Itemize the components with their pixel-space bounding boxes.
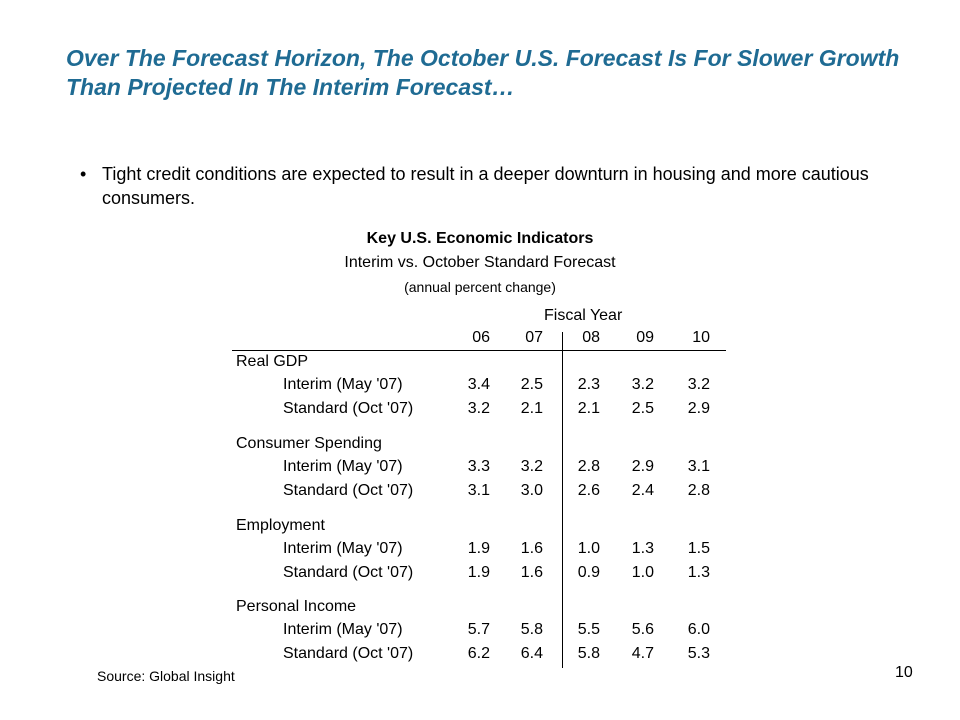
row-label: Standard (Oct '07) — [283, 400, 414, 417]
row-label: Interim (May '07) — [283, 376, 403, 393]
table-cell: 3.1 — [687, 458, 710, 475]
table-cell: 2.8 — [577, 458, 600, 475]
table-cell: 1.9 — [467, 564, 490, 581]
table-cell: 0.9 — [577, 564, 600, 581]
table-cell: 2.1 — [520, 400, 543, 417]
table-cell: 1.9 — [467, 540, 490, 557]
row-label: Interim (May '07) — [283, 621, 403, 638]
table-cell: 3.1 — [467, 482, 490, 499]
table-cell: 2.9 — [687, 400, 710, 417]
table-cell: 5.6 — [631, 621, 654, 638]
table-cell: 5.5 — [577, 621, 600, 638]
group-label: Real GDP — [236, 353, 309, 370]
table-cell: 6.2 — [467, 645, 490, 662]
table-cell: 5.8 — [577, 645, 600, 662]
forecast-divider — [562, 332, 563, 668]
row-label: Standard (Oct '07) — [283, 482, 414, 499]
table-cell: 1.0 — [577, 540, 600, 557]
table-cell: 3.2 — [631, 376, 654, 393]
row-label: Interim (May '07) — [283, 540, 403, 557]
row-label: Interim (May '07) — [283, 458, 403, 475]
page-number: 10 — [895, 664, 913, 681]
table-cell: 4.7 — [631, 645, 654, 662]
table-cell: 5.3 — [687, 645, 710, 662]
table-cell: 2.9 — [631, 458, 654, 475]
column-header: 07 — [525, 329, 543, 346]
table-cell: 1.6 — [520, 564, 543, 581]
table-cell: 2.5 — [520, 376, 543, 393]
group-label: Personal Income — [236, 598, 357, 615]
table-cell: 5.8 — [520, 621, 543, 638]
table-cell: 3.2 — [467, 400, 490, 417]
fiscal-year-label: Fiscal Year — [544, 307, 623, 324]
column-header: 10 — [692, 329, 710, 346]
table-cell: 3.3 — [467, 458, 490, 475]
header-rule — [232, 350, 726, 351]
bullet-marker: • — [80, 164, 87, 184]
column-header: 08 — [582, 329, 600, 346]
table-cell: 2.4 — [631, 482, 654, 499]
source-note: Source: Global Insight — [97, 668, 235, 684]
table-cell: 6.0 — [687, 621, 710, 638]
table-cell: 5.7 — [467, 621, 490, 638]
table-subtitle: Interim vs. October Standard Forecast — [344, 254, 616, 271]
row-label: Standard (Oct '07) — [283, 645, 414, 662]
slide-title: Over The Forecast Horizon, The October U… — [66, 45, 900, 100]
table-title: Key U.S. Economic Indicators — [366, 230, 594, 247]
table-cell: 3.0 — [520, 482, 543, 499]
table-cell: 2.1 — [577, 400, 600, 417]
row-label: Standard (Oct '07) — [283, 564, 414, 581]
table-cell: 1.5 — [687, 540, 710, 557]
table-cell: 2.6 — [577, 482, 600, 499]
table-cell: 1.0 — [631, 564, 654, 581]
table-cell: 3.2 — [687, 376, 710, 393]
table-cell: 6.4 — [520, 645, 543, 662]
group-label: Employment — [236, 517, 325, 534]
table-cell: 1.3 — [631, 540, 654, 557]
table-cell: 2.3 — [577, 376, 600, 393]
table-cell: 2.8 — [687, 482, 710, 499]
table-cell: 3.2 — [520, 458, 543, 475]
group-label: Consumer Spending — [236, 435, 382, 452]
table-cell: 2.5 — [631, 400, 654, 417]
table-cell: 3.4 — [467, 376, 490, 393]
table-cell: 1.6 — [520, 540, 543, 557]
table-cell: 1.3 — [687, 564, 710, 581]
column-header: 09 — [636, 329, 654, 346]
bullet-text: Tight credit conditions are expected to … — [102, 164, 869, 208]
column-header: 06 — [472, 329, 490, 346]
table-units: (annual percent change) — [404, 279, 556, 295]
